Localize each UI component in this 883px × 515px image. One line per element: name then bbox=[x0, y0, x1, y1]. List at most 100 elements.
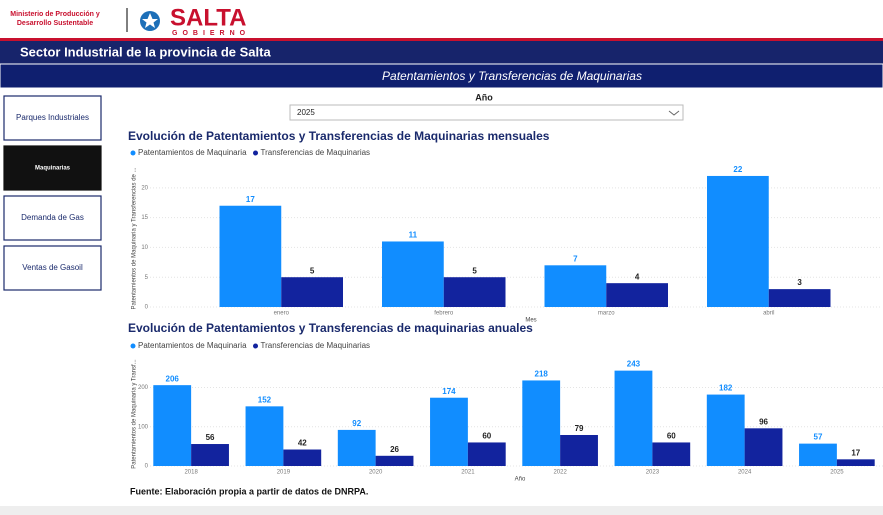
data-label: 56 bbox=[206, 433, 215, 442]
x-tick-label: marzo bbox=[598, 311, 615, 317]
y-axis-label: Patentamientos de Maquinaria y Transfere… bbox=[132, 167, 138, 309]
y-tick-label: 15 bbox=[141, 215, 148, 221]
nav-label: Maquinarias bbox=[35, 166, 71, 172]
top-bar bbox=[0, 0, 883, 38]
nav-button[interactable] bbox=[3, 195, 102, 241]
data-label: 79 bbox=[575, 424, 584, 433]
x-axis-label: Mes bbox=[525, 318, 536, 324]
data-label: 96 bbox=[759, 417, 768, 426]
y-tick-label: 100 bbox=[138, 424, 149, 430]
legend-label: Patentamientos de Maquinaria bbox=[138, 148, 247, 157]
bar bbox=[614, 370, 653, 466]
ministry-line: Ministerio de Producción y bbox=[10, 11, 100, 18]
y-tick-label: 0 bbox=[145, 305, 149, 311]
bar bbox=[443, 277, 506, 307]
bar bbox=[799, 443, 837, 466]
bar bbox=[281, 277, 343, 307]
dropdown-value: 2025 bbox=[297, 108, 315, 117]
bar bbox=[245, 406, 284, 466]
data-label: 57 bbox=[814, 433, 823, 442]
dropdown-arrow bbox=[668, 110, 680, 116]
data-label: 7 bbox=[573, 254, 578, 263]
data-label: 11 bbox=[409, 231, 418, 240]
filter-label: Año bbox=[475, 92, 493, 102]
logo-star bbox=[142, 13, 158, 28]
nav-label: Parques Industriales bbox=[16, 113, 89, 122]
red-line bbox=[0, 38, 883, 41]
y-tick-label: 5 bbox=[145, 275, 149, 281]
data-label: 5 bbox=[310, 266, 315, 275]
legend-marker bbox=[253, 343, 259, 349]
ministry-line: Desarrollo Sustentable bbox=[17, 20, 93, 27]
data-label: 60 bbox=[482, 432, 491, 441]
nav-label: Demanda de Gas bbox=[21, 213, 84, 222]
legend-marker bbox=[130, 150, 136, 156]
bar bbox=[606, 283, 668, 307]
x-tick-label: 2025 bbox=[830, 470, 844, 476]
x-axis-label: Año bbox=[515, 477, 526, 483]
x-tick-label: 2023 bbox=[646, 470, 660, 476]
bar bbox=[375, 455, 414, 466]
year-dropdown[interactable] bbox=[289, 104, 684, 121]
data-label: 22 bbox=[733, 165, 742, 174]
legend-label: Transferencias de Maquinarias bbox=[261, 341, 371, 350]
data-label: 60 bbox=[667, 432, 676, 441]
data-label: 206 bbox=[166, 374, 180, 383]
x-tick-label: enero bbox=[274, 311, 290, 317]
title-bar bbox=[0, 41, 883, 64]
y-tick-label: 20 bbox=[141, 185, 148, 191]
y-axis-label: Patentamientos de Maquinaria y Transf... bbox=[132, 359, 138, 469]
logo-text: SALTA bbox=[170, 4, 246, 31]
nav-button[interactable] bbox=[3, 145, 102, 191]
bar bbox=[560, 434, 598, 466]
y-tick-label: 0 bbox=[145, 464, 149, 470]
chart-title: Evolución de Patentamientos y Transferen… bbox=[128, 321, 533, 335]
data-label: 42 bbox=[298, 439, 307, 448]
bar bbox=[219, 205, 282, 307]
source-note: Fuente: Elaboración propia a partir de d… bbox=[130, 486, 368, 496]
data-label: 174 bbox=[442, 387, 456, 396]
legend-label: Patentamientos de Maquinaria bbox=[138, 341, 247, 350]
bar bbox=[382, 241, 444, 307]
bar bbox=[652, 442, 691, 466]
x-tick-label: 2019 bbox=[277, 470, 291, 476]
bottom-strip bbox=[0, 506, 883, 515]
bar bbox=[430, 397, 468, 466]
bar bbox=[544, 265, 607, 307]
data-label: 218 bbox=[535, 370, 549, 379]
nav: Parques Industriales Maquinarias Demanda d… bbox=[3, 95, 102, 291]
y-tick-label: 200 bbox=[138, 385, 149, 391]
bar bbox=[744, 428, 783, 466]
data-label: 92 bbox=[352, 419, 361, 428]
data-label: 17 bbox=[246, 195, 255, 204]
bar bbox=[283, 449, 322, 466]
x-tick-label: 2022 bbox=[553, 470, 567, 476]
x-tick-label: 2021 bbox=[461, 470, 475, 476]
y-tick-label: 10 bbox=[141, 245, 148, 251]
x-tick-label: 2020 bbox=[369, 470, 383, 476]
x-tick-label: 2018 bbox=[184, 470, 198, 476]
legend-marker bbox=[253, 150, 259, 156]
page-title: Sector Industrial de la provincia de Sal… bbox=[20, 44, 271, 59]
legend-label: Transferencias de Maquinarias bbox=[261, 148, 371, 157]
charts: Evolución de Patentamientos y Transferen… bbox=[128, 129, 883, 483]
bar bbox=[191, 444, 229, 466]
data-label: 3 bbox=[797, 278, 802, 287]
page-subtitle: Patentamientos y Transferencias de Maqui… bbox=[382, 69, 642, 83]
legend-marker bbox=[130, 343, 136, 349]
data-label: 182 bbox=[719, 384, 733, 393]
nav-button[interactable] bbox=[3, 95, 102, 141]
data-label: 26 bbox=[390, 445, 399, 454]
bar bbox=[153, 385, 192, 466]
data-label: 5 bbox=[472, 266, 477, 275]
nav-button[interactable] bbox=[3, 245, 102, 291]
bar bbox=[707, 175, 769, 307]
data-label: 152 bbox=[258, 395, 272, 404]
bar bbox=[836, 459, 875, 466]
logo-sub: GOBIERNO bbox=[172, 30, 250, 37]
bar bbox=[337, 429, 376, 466]
x-tick-label: 2024 bbox=[738, 470, 752, 476]
x-tick-label: febrero bbox=[434, 311, 454, 317]
chart-title: Evolución de Patentamientos y Transferen… bbox=[128, 129, 550, 143]
